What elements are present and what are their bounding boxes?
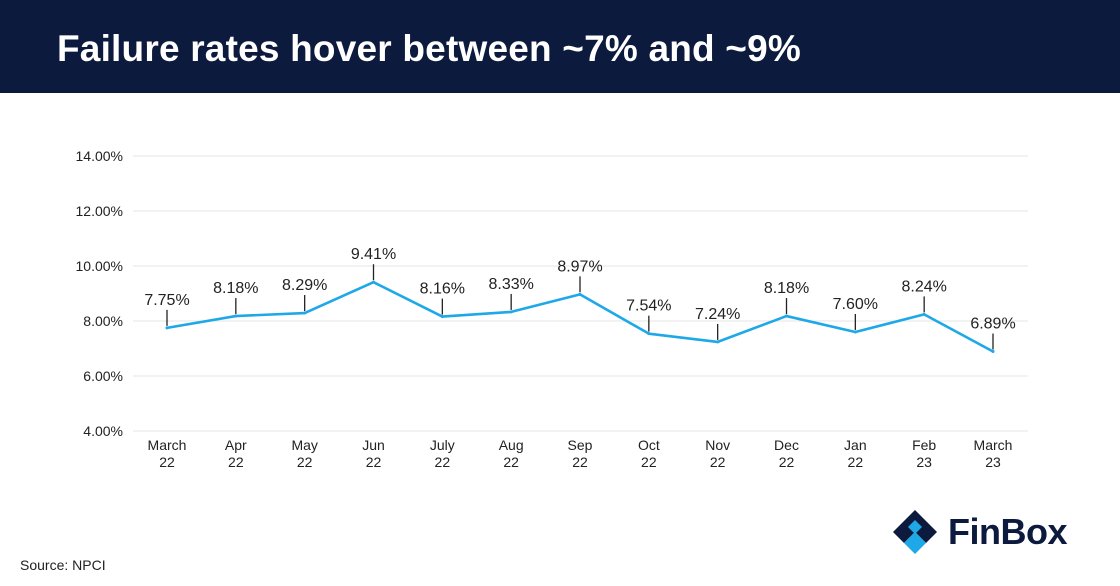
data-label: 8.16% (420, 281, 465, 298)
data-label: 8.97% (557, 258, 602, 275)
source-note: Source: NPCI (20, 557, 106, 573)
y-tick-label: 14.00% (76, 148, 123, 164)
line-chart: 4.00% 6.00% 8.00% 10.00% 12.00% 14.00% March 2… (76, 148, 1028, 470)
data-label: 8.29% (282, 277, 327, 294)
x-tick-label: Feb 23 (912, 437, 936, 470)
x-tick-label: Apr 22 (225, 437, 247, 470)
x-tick-label: March 23 (974, 437, 1013, 470)
x-tick-label: May 22 (291, 437, 317, 470)
data-label: 6.89% (970, 316, 1015, 333)
y-tick-label: 12.00% (76, 203, 123, 219)
logo-wordmark: FinBox (948, 511, 1068, 552)
data-point (303, 311, 307, 315)
x-tick-label: Oct 22 (638, 437, 660, 470)
data-point (853, 330, 857, 334)
y-tick-label: 4.00% (83, 423, 123, 439)
data-label: 9.41% (351, 246, 396, 263)
x-tick-label: Jun 22 (362, 437, 385, 470)
finbox-logo-icon (893, 510, 937, 554)
data-point (578, 292, 582, 296)
data-point (165, 326, 169, 330)
data-point (716, 340, 720, 344)
data-point (509, 310, 513, 314)
y-tick-label: 6.00% (83, 368, 123, 384)
data-label: 8.18% (213, 280, 258, 297)
data-label: 7.24% (695, 306, 740, 323)
data-point (647, 332, 651, 336)
y-axis-ticks: 4.00% 6.00% 8.00% 10.00% 12.00% 14.00% (76, 148, 123, 439)
data-label: 8.33% (488, 276, 533, 293)
data-label: 8.18% (764, 280, 809, 297)
x-tick-label: Nov 22 (705, 437, 730, 470)
y-tick-label: 8.00% (83, 313, 123, 329)
data-label: 7.54% (626, 298, 671, 315)
data-point (922, 312, 926, 316)
x-tick-label: July 22 (430, 437, 455, 470)
finbox-logo: FinBox (890, 506, 1068, 558)
x-tick-label: Aug 22 (499, 437, 524, 470)
grid-lines (133, 155, 1028, 432)
data-point (372, 280, 375, 284)
x-tick-label: Jan 22 (844, 437, 867, 470)
page-title: Failure rates hover between ~7% and ~9% (57, 28, 801, 69)
data-label: 8.24% (901, 278, 946, 295)
y-tick-label: 10.00% (76, 258, 123, 274)
data-point (991, 350, 995, 354)
data-point (785, 314, 788, 318)
data-label-layer: 7.75% 8.18% 8.29% 9.41% 8.16% 8.33% 8.97% 7.54%… (144, 246, 1016, 350)
data-point (440, 315, 444, 319)
x-tick-label: Sep 22 (568, 437, 593, 470)
x-tick-label: March 22 (148, 437, 187, 470)
series-line-layer (165, 280, 995, 354)
header-banner: Failure rates hover between ~7% and ~9% (0, 0, 1120, 93)
x-tick-label: Dec 22 (774, 437, 799, 470)
data-label: 7.60% (833, 296, 878, 313)
x-axis-ticks: March 22 Apr 22 May 22 Jun 22 July 22 Aug 22 Sep 22 Oc… (148, 437, 1013, 470)
data-point (234, 314, 238, 318)
data-label: 7.75% (144, 292, 189, 309)
